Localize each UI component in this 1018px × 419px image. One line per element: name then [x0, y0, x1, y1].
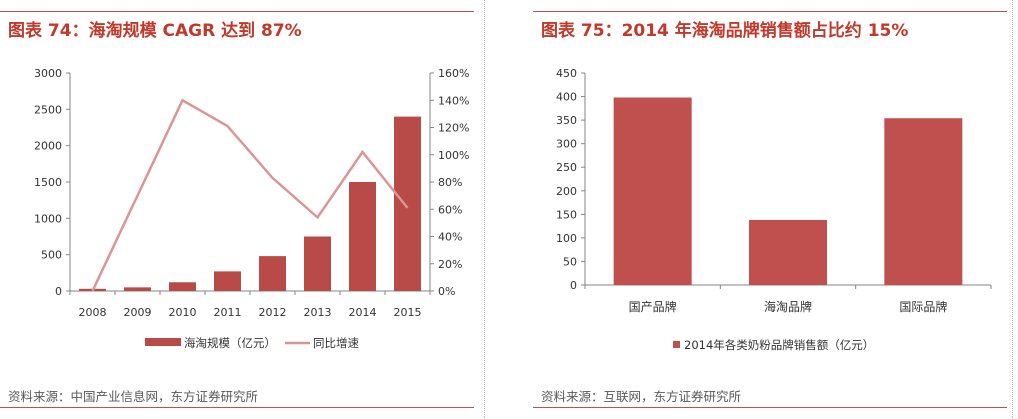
legend-swatch-bar — [145, 338, 181, 346]
bar — [214, 271, 241, 291]
bar — [884, 118, 963, 285]
bar — [349, 182, 376, 291]
x-tick-label: 2010 — [169, 306, 197, 319]
panel-divider — [1012, 0, 1013, 419]
y-tick-label: 350 — [556, 114, 577, 127]
x-tick-label: 2011 — [214, 306, 242, 319]
y-tick-label: 0 — [570, 279, 577, 292]
x-tick-label: 国际品牌 — [899, 300, 947, 314]
bar — [124, 287, 151, 291]
right-chart-panel: 图表 75：2014 年海淘品牌销售额占比约 15% 0 50 100 150 200 2… — [533, 0, 1018, 419]
bar — [304, 236, 331, 291]
y-right-tick-label: 140% — [438, 94, 469, 107]
source-note: 资料来源：中国产业信息网，东方证券研究所 — [8, 389, 259, 404]
left-chart-panel: 图表 74：海淘规模 CAGR 达到 87% 0 500 1000 1500 2000 2… — [0, 0, 480, 419]
bar — [394, 116, 421, 291]
legend-label: 海淘规模（亿元） — [184, 336, 276, 350]
x-tick-label: 国产品牌 — [629, 300, 677, 314]
x-tick-label: 海淘品牌 — [764, 299, 812, 314]
y-left-tick-label: 1500 — [34, 176, 62, 189]
x-tick-label: 2014 — [349, 306, 377, 319]
title-rule — [0, 11, 474, 12]
legend-label: 同比增速 — [313, 336, 359, 350]
chart-title: 图表 74：海淘规模 CAGR 达到 87% — [8, 21, 302, 41]
y-right-tick-label: 120% — [438, 122, 469, 135]
x-tick-label: 2015 — [394, 306, 422, 319]
bar — [259, 256, 286, 291]
bar — [749, 219, 827, 285]
y-tick-label: 50 — [563, 255, 577, 268]
y-right-tick-label: 40% — [438, 231, 462, 244]
bar-line-chart: 0 500 1000 1500 2000 2500 3000 0% 20% 40% 60% 80% 10… — [34, 67, 469, 350]
y-tick-label: 200 — [556, 185, 577, 198]
y-tick-label: 300 — [556, 138, 577, 151]
chart-title: 图表 75：2014 年海淘品牌销售额占比约 15% — [541, 21, 909, 41]
y-left-tick-label: 2500 — [34, 103, 62, 116]
y-tick-label: 150 — [556, 208, 577, 221]
y-right-tick-label: 100% — [438, 149, 469, 162]
y-tick-label: 100 — [556, 232, 577, 245]
footer-rule — [533, 407, 1007, 408]
y-right-tick-label: 80% — [438, 176, 462, 189]
y-left-tick-label: 1000 — [34, 212, 62, 225]
x-tick-label: 2013 — [304, 306, 332, 319]
y-right-tick-label: 160% — [438, 67, 469, 80]
y-left-tick-label: 2000 — [34, 140, 62, 153]
bar-chart: 0 50 100 150 200 250 300 350 400 450 国产品牌 海淘品牌 国际品牌 2… — [556, 67, 992, 352]
panel-divider — [484, 0, 485, 419]
y-left-tick-label: 500 — [41, 249, 62, 262]
y-tick-label: 400 — [556, 91, 577, 104]
footer-rule — [0, 407, 474, 408]
x-tick-label: 2012 — [259, 306, 287, 319]
legend-swatch — [673, 341, 680, 348]
bar — [613, 97, 692, 286]
y-right-tick-label: 60% — [438, 203, 462, 216]
y-tick-label: 450 — [556, 67, 577, 80]
y-right-tick-label: 20% — [438, 258, 462, 271]
y-tick-label: 250 — [556, 161, 577, 174]
y-left-tick-label: 3000 — [34, 67, 62, 80]
legend-label: 2014年各类奶粉品牌销售额（亿元） — [684, 338, 874, 352]
bar — [169, 282, 196, 291]
x-tick-label: 2008 — [79, 306, 107, 319]
growth-line — [91, 98, 409, 292]
y-left-tick-label: 0 — [55, 285, 62, 298]
x-tick-label: 2009 — [124, 306, 152, 319]
title-rule — [533, 11, 1007, 12]
y-right-tick-label: 0% — [438, 285, 455, 298]
source-note: 资料来源：互联网，东方证券研究所 — [541, 389, 742, 404]
